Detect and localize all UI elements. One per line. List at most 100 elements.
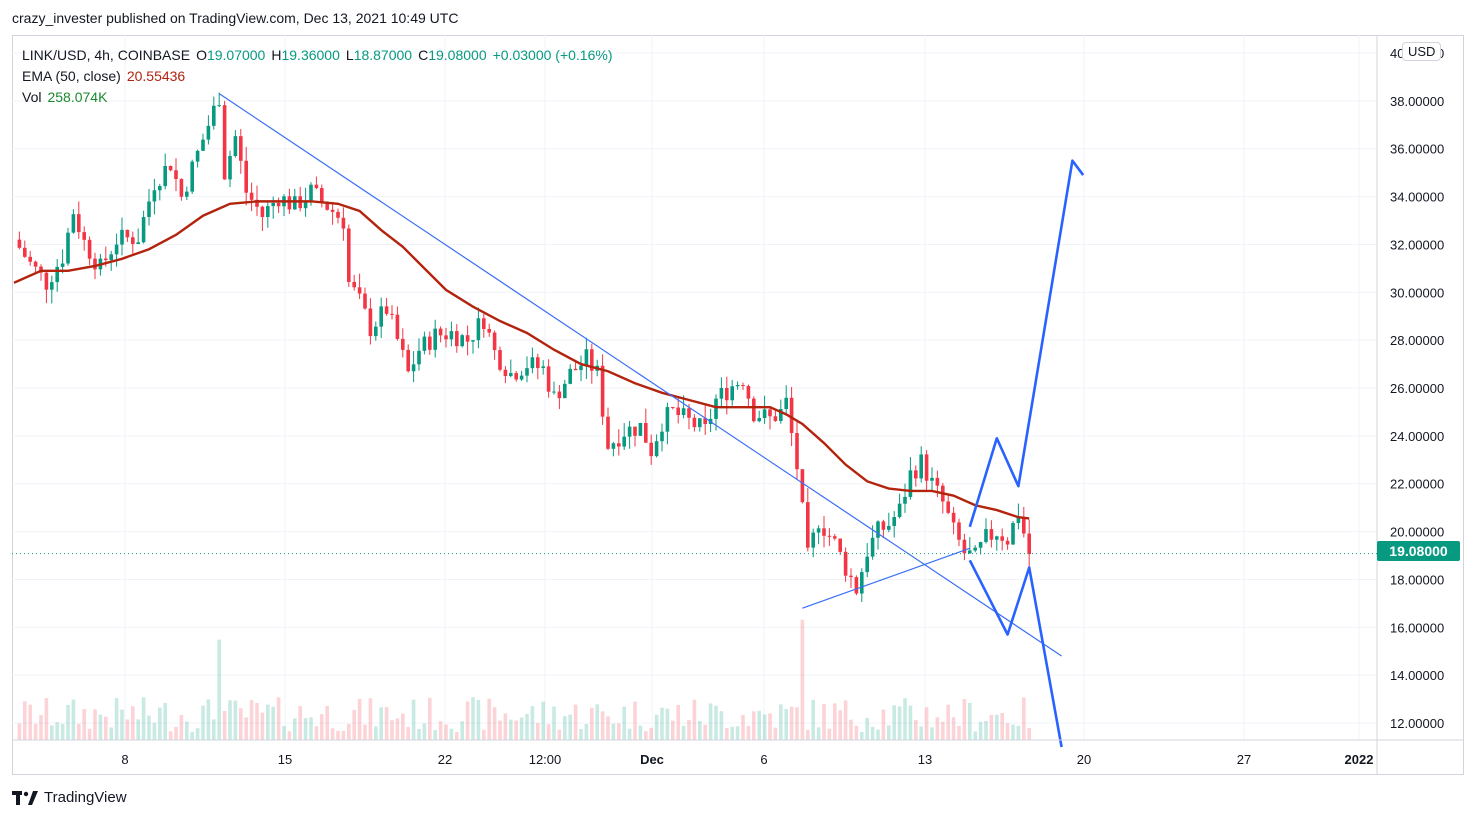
volume-bar (163, 702, 167, 740)
volume-bar (654, 714, 659, 740)
volume-bar (633, 701, 637, 740)
volume-bar (681, 725, 686, 740)
volume-bar (692, 699, 697, 740)
candle-body (692, 417, 697, 428)
volume-bar (179, 714, 184, 740)
volume-bar (957, 725, 961, 740)
symbol-label[interactable]: LINK/USD, 4h, COINBASE (22, 47, 191, 63)
candle-body (606, 416, 610, 449)
candle-body (131, 237, 135, 244)
candle-body (849, 575, 853, 578)
y-tick-label: 34.00000 (1390, 190, 1444, 205)
volume-bar (158, 707, 162, 740)
currency-button[interactable]: USD (1402, 42, 1442, 61)
volume-bar (239, 708, 243, 740)
candle-body (179, 179, 184, 197)
volume-bar (984, 720, 988, 740)
candle-body (978, 542, 983, 548)
candle-body (476, 318, 481, 341)
candle-body (347, 228, 351, 282)
candle-body (719, 387, 724, 399)
volume-bar (244, 717, 248, 740)
candle-body (93, 258, 97, 270)
candle-body (741, 385, 745, 387)
candle-body (114, 244, 119, 255)
ema-row[interactable]: EMA (50, close) 20.55436 (22, 66, 613, 87)
candle-body (914, 470, 918, 479)
volume-bar (627, 728, 632, 740)
candle-body (77, 214, 81, 233)
y-tick-label: 24.00000 (1390, 429, 1444, 444)
volume-bar (303, 718, 308, 740)
volume-bar (887, 725, 891, 740)
bullish-projection-path (968, 159, 1085, 528)
volume-bar (714, 705, 718, 740)
volume-bar (98, 714, 103, 740)
candle-body (147, 201, 151, 218)
brand-footer[interactable]: TradingView (12, 789, 127, 806)
candle-body (460, 335, 464, 347)
candle-body (487, 328, 491, 333)
close-value: 19.08000 (428, 47, 487, 63)
volume-bar (1016, 725, 1021, 740)
candle-body (887, 525, 891, 530)
volume-bar (757, 710, 761, 740)
candle-body (401, 338, 405, 350)
y-tick-label: 18.00000 (1390, 572, 1444, 587)
volume-bar (951, 717, 956, 740)
volume-bar (266, 704, 270, 740)
volume-bar (519, 717, 524, 740)
candle-body (541, 366, 545, 369)
volume-bar (422, 723, 427, 740)
candle-body (1011, 523, 1015, 545)
candle-body (104, 258, 108, 261)
ema-value: 20.55436 (126, 68, 186, 84)
candle-body (962, 539, 967, 554)
candle-body (714, 398, 718, 419)
volume-bar (968, 702, 972, 740)
candle-body (287, 196, 292, 210)
drawing-layer (218, 93, 1085, 748)
candle-body (795, 433, 799, 470)
volume-row[interactable]: Vol 258.074K (22, 87, 613, 108)
volume-bar (924, 707, 929, 740)
volume-bar (368, 698, 373, 740)
candle-body (951, 512, 956, 523)
volume-bar (282, 726, 286, 740)
candle-body (492, 332, 497, 351)
volume-bar (131, 706, 135, 740)
volume-bar (276, 697, 281, 740)
volume-bar (125, 719, 130, 740)
open-label: O (196, 47, 207, 63)
grid-layer (12, 35, 1377, 740)
candle-body (903, 496, 907, 504)
candle-body (908, 470, 913, 497)
candle-body (168, 166, 173, 171)
candle-body (255, 199, 259, 207)
candle-body (930, 477, 934, 481)
candle-body (23, 247, 27, 257)
volume-bar (255, 702, 259, 740)
volume-bar (568, 714, 572, 740)
volume-bar (919, 726, 923, 740)
candle-body (320, 188, 324, 202)
candle-body (995, 536, 999, 540)
x-tick-label: 8 (121, 752, 128, 767)
volume-bar (800, 619, 805, 740)
candle-body (503, 369, 508, 377)
candle-body (455, 331, 459, 347)
candle-body (519, 375, 524, 380)
volume-bar (347, 723, 351, 740)
ohlc-row: LINK/USD, 4h, COINBASE O19.07000 H19.36000… (22, 45, 613, 66)
volume-bar (411, 699, 416, 740)
candle-body (557, 391, 562, 399)
volume-bar (541, 701, 545, 740)
volume-bar (114, 698, 119, 740)
candle-body (233, 136, 238, 157)
candle-body (260, 206, 265, 218)
price-chart[interactable]: 12.00000 14.00000 16.00000 18.00000 20.00000… (12, 35, 1464, 775)
candle-body (806, 502, 810, 548)
candle-body (752, 398, 756, 422)
volume-bar (503, 713, 508, 740)
candle-body (417, 350, 421, 365)
